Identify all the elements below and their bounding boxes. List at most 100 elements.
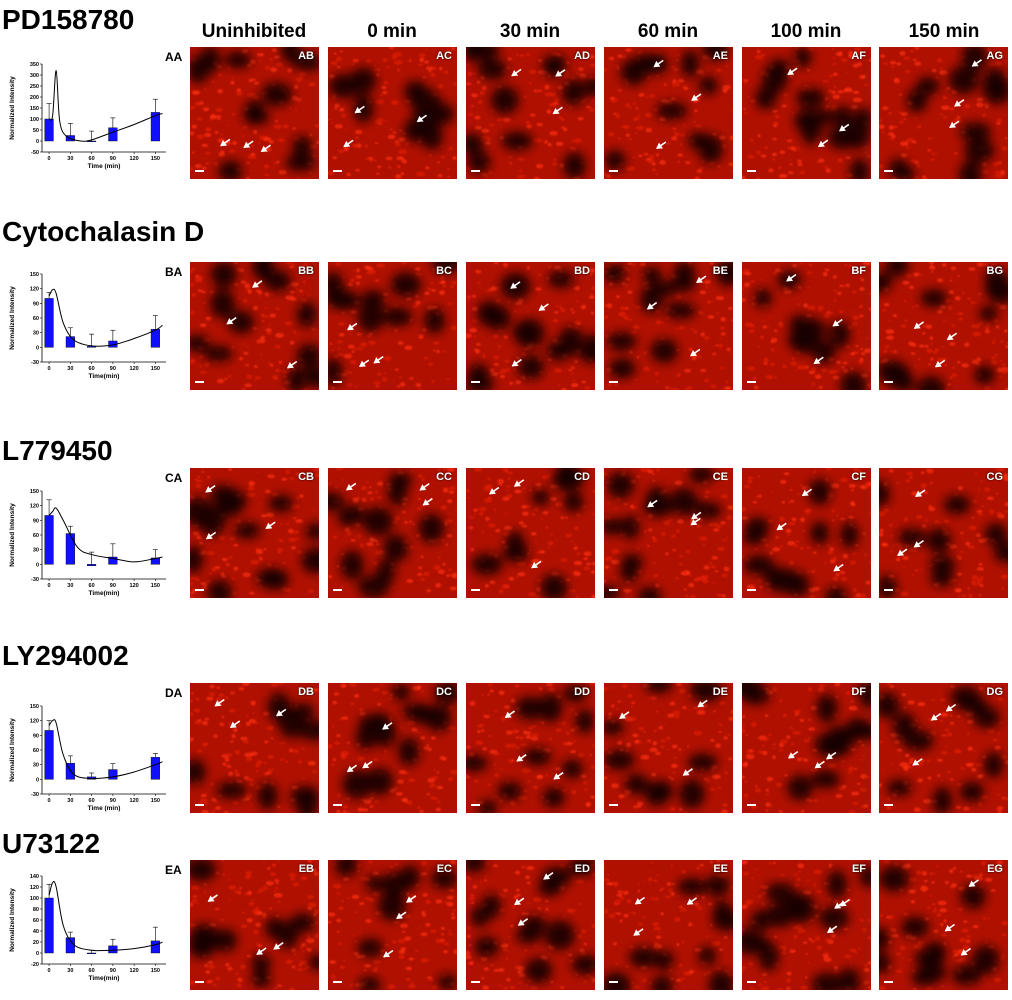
arrow-marker-icon (691, 93, 702, 101)
arrow-marker-icon (930, 713, 942, 721)
arrow-marker-icon (419, 482, 430, 491)
micrograph-image (190, 262, 319, 390)
arrow-marker-icon (949, 120, 960, 129)
chart-panel-label: EA (165, 863, 182, 877)
bar (65, 937, 75, 954)
x-axis-label: Time(min) (89, 975, 120, 982)
micrograph-panel-label: EB (298, 863, 314, 875)
scale-bar (747, 981, 756, 983)
micrograph-panel: BC (328, 262, 457, 390)
micrograph-panel: BG (879, 262, 1008, 390)
arrow-marker-icon (944, 923, 955, 932)
scale-bar (471, 381, 480, 383)
arrow-marker-icon (510, 281, 521, 289)
arrow-marker-icon (553, 771, 564, 780)
bar (44, 897, 54, 954)
x-tick-label: 0 (48, 366, 51, 372)
micrograph-image (190, 468, 319, 598)
y-tick-label: 0 (36, 139, 39, 145)
arrow-marker-icon (817, 139, 829, 148)
scale-bar (195, 170, 204, 172)
chart-svg: -50 0 50 100 150 200 250 300 350 0 30 60 90 120 150 Nor… (9, 62, 166, 170)
bar (44, 118, 54, 142)
micrograph-image (604, 468, 733, 598)
arrow-marker-icon (555, 69, 566, 77)
y-tick-label: 140 (30, 874, 39, 880)
micrograph-panel-label: DB (298, 686, 314, 698)
arrow-marker-icon (362, 760, 373, 769)
row-title: U73122 (2, 828, 101, 859)
y-axis-label: Normalized Intensity (9, 76, 16, 140)
arrow-marker-icon (347, 322, 358, 331)
scale-bar (884, 170, 893, 172)
arrow-marker-icon (813, 356, 824, 365)
column-header-0-min: 0 min (367, 21, 417, 42)
scale-bar (609, 804, 618, 806)
column-header-100-min: 100 min (770, 21, 842, 42)
arrow-marker-icon (346, 764, 358, 773)
x-tick-label: 90 (110, 366, 116, 372)
y-tick-label: 0 (36, 345, 39, 351)
arrow-marker-icon (358, 359, 370, 368)
scale-bar (884, 981, 893, 983)
intensity-chart: -30 0 30 60 90 120 150 0 30 60 90 120 150 Normalized … (2, 268, 170, 380)
arrow-marker-icon (552, 106, 563, 115)
row-title: LY294002 (2, 640, 129, 671)
x-tick-label: 60 (89, 798, 95, 804)
column-header-30-min: 30 min (499, 21, 561, 42)
micrograph-panel: AF (742, 47, 871, 179)
x-tick-label: 30 (67, 968, 73, 974)
chart-panel-label: AA (165, 50, 183, 64)
arrow-marker-icon (814, 760, 825, 769)
bar (108, 769, 118, 780)
scale-bar (884, 589, 893, 591)
y-tick-label: -30 (31, 577, 39, 583)
arrow-marker-icon (517, 918, 529, 926)
micrograph-panel-label: EC (436, 863, 452, 875)
x-tick-label: 150 (151, 583, 160, 589)
bar (150, 757, 160, 780)
column-header-150-min: 150 min (908, 21, 980, 42)
bar (108, 945, 118, 954)
arrow-marker-icon (382, 722, 393, 730)
micrograph-panel-label: BD (574, 265, 590, 277)
arrow-marker-icon (786, 273, 797, 282)
y-tick-label: -20 (31, 962, 39, 968)
arrow-marker-icon (653, 59, 664, 68)
chart-panel-label: DA (165, 686, 183, 700)
micrograph-panel-label: EE (713, 863, 728, 875)
arrow-marker-icon (207, 894, 218, 902)
y-tick-label: 20 (33, 940, 39, 946)
y-axis-label: Normalized Intensity (9, 503, 16, 567)
arrow-marker-icon (646, 301, 658, 310)
arrow-marker-icon (354, 105, 365, 114)
x-tick-label: 90 (110, 798, 116, 804)
x-tick-label: 60 (89, 968, 95, 974)
x-tick-label: 90 (110, 968, 116, 974)
y-tick-label: 90 (33, 518, 39, 524)
micrograph-image (466, 262, 595, 390)
scale-bar (747, 170, 756, 172)
arrow-marker-icon (838, 123, 850, 132)
arrow-marker-icon (945, 703, 957, 712)
y-axis-label: Normalized Intensity (9, 286, 16, 350)
micrograph-panel: EC (328, 860, 457, 990)
micrograph-panel: BB (190, 262, 319, 390)
micrograph-panel: DB (190, 683, 319, 813)
arrow-marker-icon (690, 517, 701, 526)
y-tick-label: 30 (33, 548, 39, 554)
chart-panel-label: BA (165, 265, 183, 279)
micrograph-panel-label: AB (298, 50, 314, 62)
micrograph-panel: BD (466, 262, 595, 390)
intensity-chart: -20 0 20 40 60 80 100 120 140 0 30 60 90 120 150 Normal… (2, 870, 170, 982)
micrograph-panel: ED (466, 860, 595, 990)
y-tick-label: 150 (30, 272, 39, 278)
arrow-marker-icon (934, 359, 946, 368)
arrow-marker-icon (787, 750, 799, 759)
micrograph-image (466, 47, 595, 179)
micrograph-panel-label: CC (436, 471, 452, 483)
x-tick-label: 0 (48, 968, 51, 974)
y-tick-label: 100 (30, 117, 39, 123)
y-axis-label: Normalized Intensity (9, 718, 16, 782)
y-tick-label: 0 (36, 777, 39, 783)
